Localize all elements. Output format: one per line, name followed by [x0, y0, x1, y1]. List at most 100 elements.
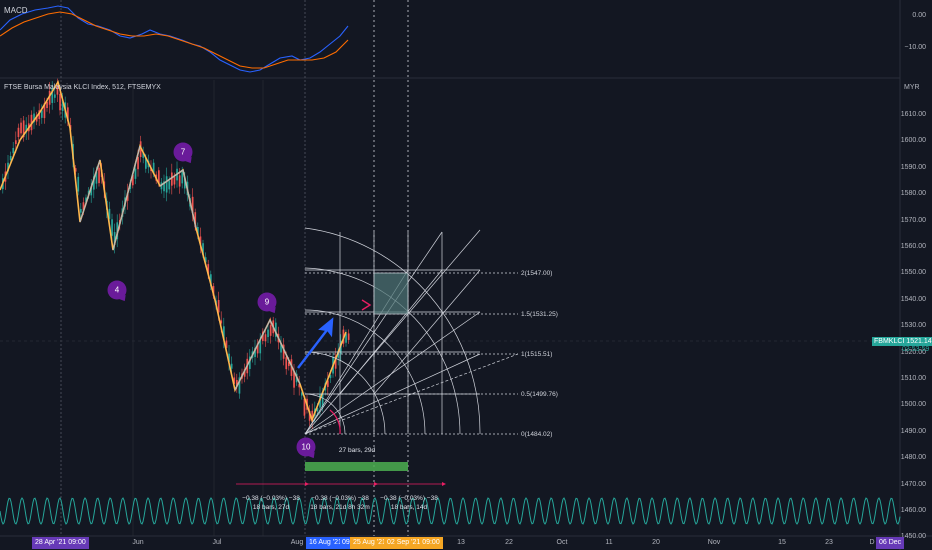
candle-body: [61, 101, 64, 112]
candle-body: [98, 167, 100, 184]
candle-body: [199, 236, 202, 245]
macd-line: [0, 5, 349, 73]
candle-body: [171, 172, 173, 186]
candle-body: [311, 410, 314, 422]
candle-body: [329, 375, 332, 379]
candle-body: [173, 176, 176, 185]
candle-body: [327, 380, 329, 387]
price-axis-label: 1500.00: [900, 401, 926, 409]
last-price-value: 1521.14: [906, 338, 932, 345]
price-axis-label: 1610.00: [900, 111, 926, 118]
time-badge-end: 06 Dec: [876, 537, 905, 549]
candle-body: [82, 202, 85, 211]
measure-2: −0.38 (−0.03%) −38 18 bars, 21d 8h 32m: [310, 495, 370, 511]
candle-body: [202, 243, 204, 255]
angle-arc: [329, 409, 341, 435]
candle-body: [80, 208, 82, 213]
candle-body: [288, 361, 290, 367]
candle-body: [282, 344, 285, 359]
candle-body: [54, 94, 56, 98]
candle-body: [194, 212, 197, 228]
wave-label-9: 9: [257, 292, 277, 312]
price-axis-label: 1480.00: [900, 454, 926, 462]
candle-body: [303, 398, 306, 416]
candle-body: [321, 391, 324, 408]
bar-countdown: 03:53:59: [902, 346, 930, 353]
price-axis-label: 1460.00: [900, 507, 926, 514]
macd-axis-1: −10.00: [904, 44, 926, 51]
time-label-15: 15: [778, 539, 786, 546]
candle-body: [93, 176, 95, 190]
time-label-jul: Jul: [212, 539, 222, 546]
fib-label-1: 1(1515.51): [521, 351, 553, 358]
candle-body: [113, 232, 116, 245]
price-axis-label: 1590.00: [900, 163, 926, 171]
time-badge-09: 09: [340, 537, 352, 549]
candle-body: [345, 333, 347, 343]
candle-body: [17, 127, 20, 138]
wave-label-10: 10: [296, 437, 316, 457]
candle-body: [254, 347, 256, 357]
price-axis-label: 1540.00: [900, 295, 926, 303]
candle-body: [85, 197, 87, 203]
projection-arrow: [297, 317, 334, 369]
date-range-bar: [305, 462, 408, 471]
candle-body: [165, 176, 168, 193]
candle-body: [225, 340, 228, 348]
candle-body: [163, 181, 165, 192]
candle-body: [191, 196, 194, 213]
candle-body: [90, 186, 93, 196]
time-label-jun: Jun: [132, 539, 144, 546]
candle-body: [256, 343, 259, 354]
time-label-23: 23: [825, 539, 833, 546]
vertical-markers: [60, 0, 306, 536]
time-label-20: 20: [652, 539, 660, 546]
date-range-lines: [373, 0, 409, 536]
candle-body: [132, 174, 134, 186]
candle-body: [259, 340, 262, 354]
candle-body: [108, 208, 111, 219]
time-label-aug: Aug: [290, 539, 304, 546]
candle-body: [207, 264, 210, 275]
price-axis-label: 1560.00: [900, 243, 926, 250]
candle-body: [204, 257, 207, 263]
candle-body: [233, 377, 236, 384]
candle-body: [145, 157, 147, 169]
candle-body: [280, 343, 282, 353]
candle-body: [298, 384, 301, 388]
time-badge-start: 28 Apr '21 09:00: [32, 537, 89, 549]
candle-body: [51, 87, 54, 103]
candle-body: [210, 274, 212, 287]
candle-body: [243, 369, 246, 377]
candle-body: [30, 114, 33, 131]
time-label-oct: Oct: [556, 539, 568, 546]
candle-body: [236, 380, 238, 387]
last-price-symbol: FBMKLCI: [874, 338, 905, 345]
candle-body: [142, 152, 145, 158]
candle-body: [168, 180, 171, 190]
time-badge-aug16: 16 Aug '21: [306, 537, 345, 549]
time-badge-sep02: 02 Sep '21 09:00: [384, 537, 443, 549]
wave-label-4: 4: [107, 280, 127, 300]
candle-body: [308, 411, 311, 421]
time-label-d: D: [869, 539, 875, 546]
candle-body: [15, 140, 17, 144]
fib-label-0-5: 0.5(1499.76): [521, 391, 558, 398]
candle-body: [77, 176, 80, 192]
time-label-11: 11: [605, 539, 613, 546]
candle-body: [22, 120, 25, 138]
fib-target-box: [373, 272, 409, 315]
price-axis-label: 1600.00: [900, 137, 926, 145]
time-label-nov: Nov: [707, 539, 721, 546]
price-candles: [2, 78, 350, 429]
price-axis-label: 1550.00: [900, 269, 926, 277]
candle-body: [41, 110, 43, 118]
candle-body: [25, 124, 28, 133]
candle-body: [95, 171, 98, 184]
wave-label-7: 7: [173, 142, 193, 162]
price-axis-label: 1520.00: [900, 348, 926, 356]
candle-body: [238, 377, 241, 394]
candle-body: [20, 122, 22, 134]
price-axis-label: 1580.00: [900, 190, 926, 198]
